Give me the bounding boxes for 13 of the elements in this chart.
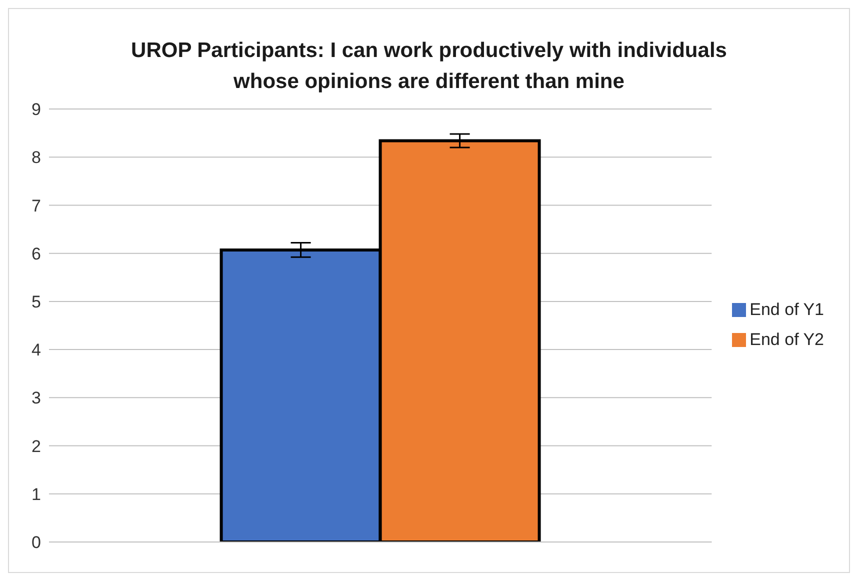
legend-label: End of Y1 (750, 300, 824, 318)
y-tick-label: 3 (32, 388, 41, 408)
y-tick-label: 6 (32, 244, 41, 264)
y-tick-label: 2 (32, 436, 41, 456)
y-tick-label: 8 (32, 148, 41, 168)
y-tick-label: 5 (32, 292, 41, 312)
y-tick-label: 7 (32, 196, 41, 216)
legend-label: End of Y2 (750, 330, 824, 348)
y-tick-label: 0 (32, 533, 41, 552)
chart-title: UROP Participants: I can work productively with individuals whose opinions are different than mine (130, 38, 728, 95)
y-tick-label: 1 (32, 484, 41, 504)
y-tick-label: 4 (32, 340, 41, 360)
y-tick-label: 9 (32, 100, 41, 120)
